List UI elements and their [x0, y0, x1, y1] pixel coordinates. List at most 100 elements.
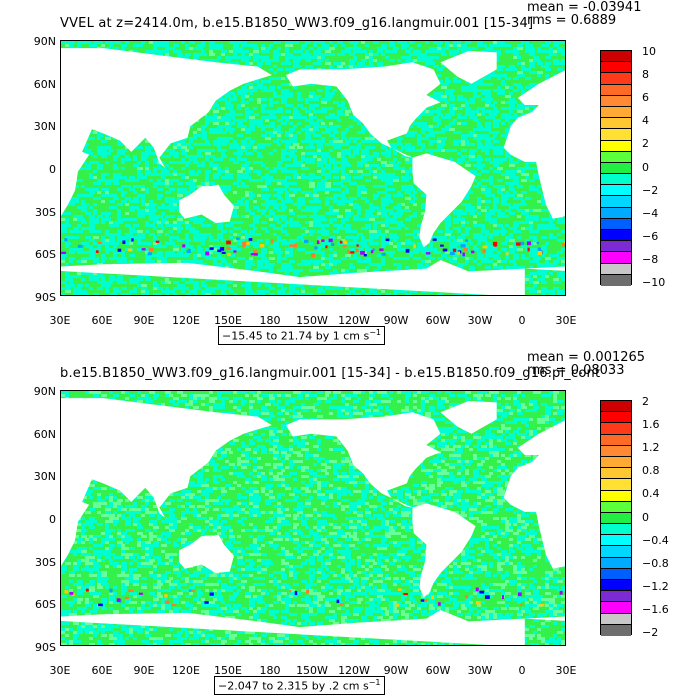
land-mask — [61, 610, 525, 645]
colorbar-tick-label: −0.4 — [642, 533, 669, 547]
mean-stat: mean = 0.001265 — [527, 350, 646, 365]
colorbar-swatch — [601, 162, 631, 175]
land-mask — [440, 401, 497, 434]
colorbar-tick-label: −1.2 — [642, 579, 669, 593]
colorbar-swatch — [601, 512, 631, 525]
colorbar-swatch — [601, 140, 631, 152]
colorbar-swatch — [601, 218, 631, 230]
lat-label: 60N — [33, 78, 56, 91]
land-mask — [61, 398, 272, 566]
land-mask — [412, 503, 476, 598]
colorbar-tick-label: −2 — [642, 183, 659, 197]
lon-label: 120E — [172, 664, 200, 677]
colorbar-swatch — [601, 568, 631, 580]
land-mask — [412, 153, 476, 248]
colorbar-tick-label: 2 — [642, 395, 649, 408]
lon-label: 180 — [259, 664, 281, 677]
top-panel: VVEL at z=2414.0m, b.e15.B1850_WW3.f09_g… — [33, 0, 665, 345]
colorbar-tick-label: 6 — [642, 91, 649, 105]
lon-label: 90W — [383, 664, 409, 677]
colorbar-tick-label: 0.8 — [642, 464, 660, 478]
colorbar-swatch — [601, 490, 631, 502]
colorbar-swatch — [601, 151, 631, 163]
colorbar-tick-label: 8 — [642, 68, 649, 82]
colorbar-swatch — [601, 468, 631, 480]
ocean-field — [61, 41, 565, 295]
colorbar-swatch — [601, 602, 631, 614]
colorbar-swatch — [601, 241, 631, 253]
colorbar-swatch — [601, 591, 631, 603]
lon-label: 60W — [425, 314, 451, 327]
colorbar-tick-label: 0 — [642, 510, 649, 524]
colorbar-swatch — [601, 95, 631, 107]
mean-stat: mean = -0.03941 — [527, 0, 642, 15]
colorbar-swatch — [601, 62, 631, 74]
lon-label: 120E — [172, 314, 200, 327]
lon-label: 120W — [338, 314, 370, 327]
colorbar-tick-label: −1.6 — [642, 602, 669, 616]
colorbar-swatch — [601, 118, 631, 130]
lon-label: 90E — [133, 664, 155, 677]
colorbar-swatch — [601, 51, 631, 63]
colorbar-swatch — [601, 479, 631, 491]
lon-label: 150E — [214, 314, 242, 327]
colorbar-swatch — [601, 84, 631, 96]
colorbar-tick-label: −6 — [642, 229, 659, 243]
colorbar-swatch — [601, 613, 631, 625]
lon-label: 0 — [518, 664, 526, 677]
map-plot — [60, 40, 566, 296]
lon-label: 150E — [214, 664, 242, 677]
lon-label: 60W — [425, 664, 451, 677]
colorbar-swatch — [601, 580, 631, 592]
colorbar-swatch — [601, 207, 631, 219]
land-mask — [440, 51, 497, 84]
lon-label: 90W — [383, 314, 409, 327]
lon-label: 60E — [91, 314, 113, 327]
lon-label: 90E — [133, 314, 155, 327]
lon-label: 150W — [296, 314, 328, 327]
panel-title: b.e15.B1850_WW3.f09_g16.langmuir.001 [15… — [60, 366, 601, 381]
bottom-panel: b.e15.B1850_WW3.f09_g16.langmuir.001 [15… — [0, 350, 700, 700]
colorbar-swatch — [601, 557, 631, 569]
colorbar-tick-label: 1.2 — [642, 441, 660, 455]
lat-label: 90N — [33, 385, 56, 398]
contour-range-text: −15.45 to 21.74 by 1 cm s — [222, 329, 370, 343]
panel-title: VVEL at z=2414.0m, b.e15.B1850_WW3.f09_g… — [60, 16, 534, 31]
contour-range-box: −2.047 to 2.315 by .2 cm s−1 — [214, 676, 385, 695]
lat-label: 60S — [35, 598, 56, 611]
lon-label: 30W — [467, 664, 493, 677]
land-mask — [524, 266, 565, 271]
colorbar-tick-label: −4 — [642, 206, 659, 220]
colorbar-swatch — [601, 274, 631, 286]
colorbar-swatch — [601, 263, 631, 275]
colorbar-swatch — [601, 501, 631, 513]
contour-range-box: −15.45 to 21.74 by 1 cm s−1 — [218, 326, 386, 345]
land-mask — [524, 616, 565, 621]
colorbar-swatch — [601, 129, 631, 141]
unit-exponent: −1 — [369, 328, 382, 337]
lat-label: 30S — [35, 556, 56, 569]
lat-label: 90S — [35, 291, 56, 304]
lon-label: 150W — [296, 664, 328, 677]
colorbar-swatch — [601, 535, 631, 547]
unit-exponent: −1 — [368, 678, 381, 687]
lon-label: 180 — [259, 314, 281, 327]
colorbar-swatch — [601, 401, 631, 413]
colorbar-swatch — [601, 73, 631, 85]
colorbar-tick-label: −2 — [642, 626, 659, 639]
colorbar — [600, 400, 632, 636]
lat-label: 0 — [49, 513, 56, 526]
lat-label: 90S — [35, 641, 56, 654]
lat-label: 60S — [35, 248, 56, 261]
colorbar-swatch — [601, 423, 631, 435]
lon-label: 60E — [91, 664, 113, 677]
colorbar-swatch — [601, 624, 631, 636]
land-mask — [503, 70, 565, 219]
colorbar-tick-label: 2 — [642, 137, 649, 151]
colorbar-tick-label: 1.6 — [642, 418, 660, 432]
lat-label: 30N — [33, 470, 56, 483]
land-mask — [61, 48, 272, 216]
lon-label: 30E — [49, 314, 71, 327]
lon-label: 30E — [555, 314, 577, 327]
land-mask — [285, 62, 441, 158]
